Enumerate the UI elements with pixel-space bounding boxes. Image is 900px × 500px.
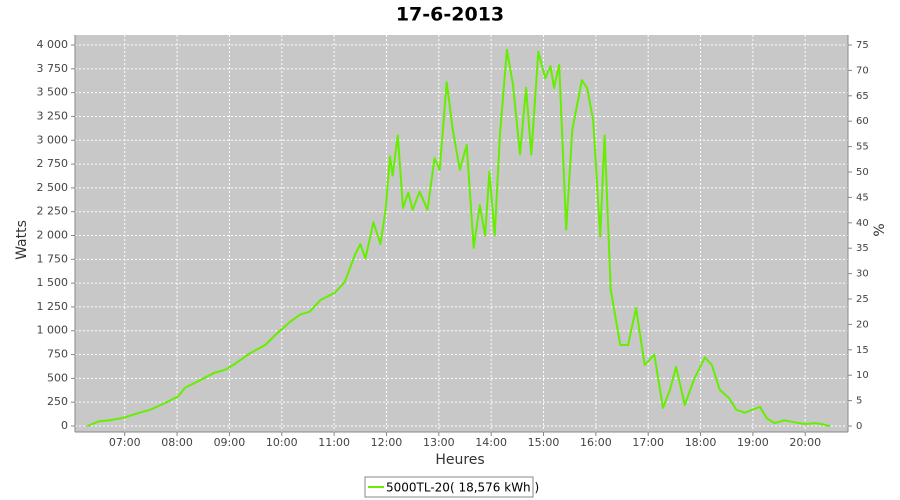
y-tick-label: 2 250 <box>37 205 69 218</box>
series-line <box>86 48 830 427</box>
x-tick-label: 08:00 <box>161 436 193 449</box>
y2-tick-label: 10 <box>856 370 869 381</box>
y2-tick-label: 25 <box>856 294 869 305</box>
x-tick-label: 07:00 <box>109 436 141 449</box>
x-tick-label: 18:00 <box>685 436 717 449</box>
y2-tick-label: 70 <box>856 65 869 76</box>
x-axis-title: Heures <box>435 452 484 468</box>
y-tick-label: 250 <box>47 395 68 408</box>
legend-label: 5000TL-20( 18,576 kWh ) <box>386 481 539 495</box>
y2-tick-label: 15 <box>856 345 869 356</box>
y-tick-label: 1 750 <box>37 252 69 265</box>
y2-tick-label: 20 <box>856 319 869 330</box>
y-axis-title: Watts <box>14 220 30 260</box>
x-tick-label: 13:00 <box>423 436 455 449</box>
x-tick-label: 15:00 <box>528 436 560 449</box>
y-tick-label: 2 500 <box>37 181 69 194</box>
y-tick-label: 0 <box>61 419 68 432</box>
y2-tick-label: 40 <box>856 218 869 229</box>
x-tick-label: 20:00 <box>789 436 821 449</box>
y2-tick-label: 30 <box>856 269 869 280</box>
y2-tick-label: 55 <box>856 142 869 153</box>
y2-tick-label: 35 <box>856 243 869 254</box>
y-tick-label: 2 000 <box>37 229 69 242</box>
x-tick-label: 09:00 <box>214 436 246 449</box>
x-tick-label: 12:00 <box>371 436 403 449</box>
y-tick-label: 500 <box>47 371 68 384</box>
y-tick-label: 750 <box>47 348 68 361</box>
y-tick-label: 1 500 <box>37 276 69 289</box>
chart-title: 17-6-2013 <box>396 4 504 26</box>
y-tick-label: 1 000 <box>37 324 69 337</box>
y2-tick-label: 60 <box>856 116 869 127</box>
x-tick-label: 10:00 <box>266 436 298 449</box>
y-tick-label: 3 000 <box>37 133 69 146</box>
y-tick-label: 3 500 <box>37 86 69 99</box>
y2-tick-label: 50 <box>856 167 869 178</box>
plot-area <box>75 35 848 432</box>
x-tick-label: 11:00 <box>318 436 350 449</box>
y-tick-label: 3 250 <box>37 109 69 122</box>
y2-tick-label: 45 <box>856 192 869 203</box>
y2-tick-label: 65 <box>856 91 869 102</box>
y2-axis-title: % <box>872 223 888 236</box>
legend-box <box>364 476 534 498</box>
y-tick-label: 4 000 <box>37 38 69 51</box>
y2-tick-label: 5 <box>856 396 862 407</box>
x-tick-label: 16:00 <box>580 436 612 449</box>
x-tick-label: 19:00 <box>737 436 769 449</box>
y2-tick-label: 75 <box>856 40 869 51</box>
y-tick-label: 1 250 <box>37 300 69 313</box>
y2-tick-label: 0 <box>856 421 862 432</box>
x-tick-label: 14:00 <box>475 436 507 449</box>
y-tick-label: 3 750 <box>37 62 69 75</box>
x-tick-label: 17:00 <box>632 436 664 449</box>
y-tick-label: 2 750 <box>37 157 69 170</box>
